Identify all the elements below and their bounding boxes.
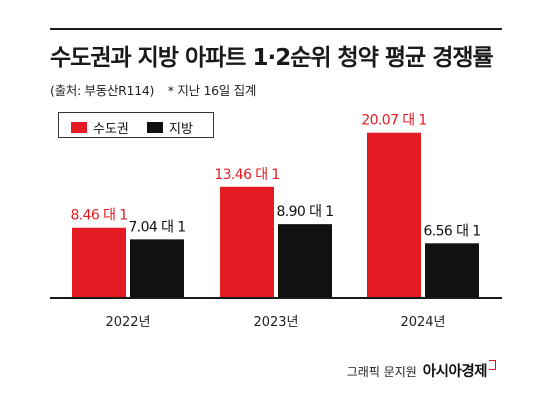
bar-capital-0 — [72, 227, 126, 297]
chart-legend: 수도권 지방 — [58, 112, 214, 138]
legend-item-provinces: 지방 — [147, 118, 193, 137]
bar-provinces-2 — [425, 243, 479, 297]
baseline-rule — [50, 297, 502, 299]
legend-swatch-provinces — [147, 122, 163, 133]
legend-item-capital: 수도권 — [71, 118, 129, 137]
brand-logo: 아시아경제 — [422, 364, 488, 380]
bar-capital-1 — [220, 186, 274, 297]
bar-provinces-0 — [130, 239, 184, 297]
top-rule — [50, 28, 502, 30]
legend-swatch-capital — [71, 122, 87, 133]
brand-mark-icon — [489, 360, 496, 370]
footer-credit: 그래픽 문지원 아시아경제 — [347, 360, 496, 381]
data-label-provinces-1: 8.90 대 1 — [276, 204, 333, 220]
data-label-capital-0: 8.46 대 1 — [70, 208, 127, 224]
data-label-provinces-2: 6.56 대 1 — [423, 223, 480, 239]
bar-capital-2 — [367, 132, 421, 297]
x-tick-label-2: 2024년 — [400, 315, 445, 330]
chart-subtitle: (출처: 부동산R114) * 지난 16일 집계 — [50, 80, 256, 99]
legend-label-capital: 수도권 — [93, 122, 129, 137]
x-tick-label-0: 2022년 — [105, 315, 150, 330]
chart-title: 수도권과 지방 아파트 1·2순위 청약 평균 경쟁률 — [50, 45, 494, 71]
note-label: * 지난 16일 집계 — [167, 83, 257, 98]
data-label-capital-1: 13.46 대 1 — [214, 167, 279, 183]
bar-provinces-1 — [278, 224, 332, 297]
x-tick-label-1: 2023년 — [253, 315, 298, 330]
source-label: (출처: 부동산R114) — [50, 83, 155, 98]
data-label-provinces-0: 7.04 대 1 — [128, 219, 185, 235]
legend-label-provinces: 지방 — [169, 122, 193, 137]
graphic-credit: 그래픽 문지원 — [346, 365, 417, 379]
data-label-capital-2: 20.07 대 1 — [361, 113, 426, 129]
